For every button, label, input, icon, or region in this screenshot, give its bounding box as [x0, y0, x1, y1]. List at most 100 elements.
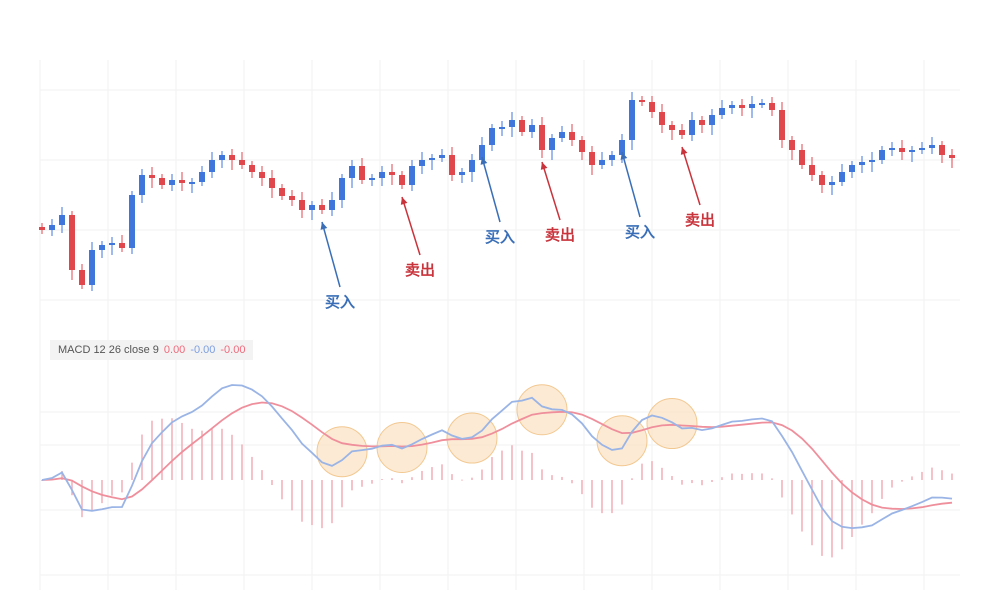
arrow-head-icon [680, 147, 688, 155]
candle-up [729, 105, 735, 108]
histogram-bar [661, 467, 663, 480]
candle-down [259, 172, 265, 178]
candle-up [759, 103, 765, 105]
histogram-bar [131, 462, 133, 480]
candle-down [639, 100, 645, 102]
arrow-head-icon [540, 162, 548, 170]
candle-up [499, 127, 505, 129]
histogram-bar [101, 480, 103, 504]
histogram-bar [591, 480, 593, 508]
histogram-bar [651, 461, 653, 480]
histogram-bar [751, 473, 753, 480]
candle-up [109, 243, 115, 245]
histogram-bar [471, 477, 473, 480]
histogram-bar [581, 480, 583, 495]
candle-down [279, 188, 285, 196]
candle-down [649, 102, 655, 112]
candle-down [69, 215, 75, 270]
histogram-bar [941, 470, 943, 480]
histogram-bar [821, 480, 823, 556]
histogram-bar [891, 480, 893, 488]
histogram-bar [541, 469, 543, 480]
histogram-bar [211, 428, 213, 480]
candle-up [629, 100, 635, 140]
histogram-bar [671, 476, 673, 480]
sell-signal-label: 卖出 [685, 211, 715, 229]
histogram-bar [731, 473, 733, 480]
candle-down [179, 180, 185, 183]
histogram-bar [781, 480, 783, 498]
candle-up [929, 145, 935, 148]
crossover-highlight-circle [646, 398, 698, 450]
histogram-bar [401, 480, 403, 484]
candle-up [889, 148, 895, 150]
histogram-bar [311, 480, 313, 526]
candle-up [849, 165, 855, 172]
histogram-bar [861, 480, 863, 525]
candle-down [239, 160, 245, 165]
sell-signal-label: 卖出 [545, 226, 575, 244]
histogram-bar [701, 480, 703, 486]
candle-up [369, 178, 375, 180]
crossover-highlight-circle [516, 384, 568, 436]
candle-up [599, 160, 605, 165]
histogram-bar [391, 478, 393, 480]
candle-up [409, 166, 415, 185]
candle-up [339, 178, 345, 200]
crossover-highlight-circle [376, 422, 428, 474]
histogram-bar [531, 452, 533, 480]
histogram-bar [871, 480, 873, 514]
annotation-arrow [481, 156, 501, 223]
histogram-bar [251, 456, 253, 480]
candle-up [99, 245, 105, 250]
histogram-bar [321, 480, 323, 529]
candle-down [289, 196, 295, 200]
candle-down [319, 205, 325, 210]
histogram-bar [441, 464, 443, 480]
candle-down [679, 130, 685, 135]
candle-down [299, 200, 305, 210]
histogram-bar [771, 478, 773, 480]
histogram-bar [61, 470, 63, 480]
candle-up [379, 172, 385, 178]
candle-up [919, 148, 925, 150]
histogram-bar [521, 450, 523, 480]
histogram-bar [801, 480, 803, 532]
histogram-bar [381, 479, 383, 481]
candle-down [249, 165, 255, 172]
candle-down [809, 165, 815, 175]
candle-up [129, 195, 135, 248]
histogram-bar [341, 480, 343, 508]
candle-down [789, 140, 795, 150]
histogram-bar [151, 420, 153, 480]
candle-down [539, 125, 545, 150]
candle-up [869, 160, 875, 162]
histogram-bar [451, 474, 453, 480]
histogram-bar [281, 480, 283, 500]
candle-down [449, 155, 455, 175]
histogram-bar [411, 477, 413, 480]
macd-legend-hist: 0.00 [163, 344, 186, 356]
candle-up [549, 138, 555, 150]
candle-up [479, 145, 485, 160]
candle-up [429, 158, 435, 160]
candle-down [799, 150, 805, 165]
candle-up [529, 125, 535, 132]
candle-up [469, 160, 475, 172]
candle-up [189, 182, 195, 184]
candle-up [709, 115, 715, 125]
histogram-bar [691, 480, 693, 484]
buy-signal-label: 买入 [325, 293, 355, 311]
histogram-bar [881, 480, 883, 499]
histogram-bar [641, 463, 643, 480]
candle-down [149, 175, 155, 178]
histogram-bar [201, 430, 203, 480]
candle-up [559, 132, 565, 138]
histogram-bar [41, 480, 43, 481]
candle-down [819, 175, 825, 185]
histogram-bar [851, 480, 853, 538]
candle-up [309, 205, 315, 210]
candle-down [669, 125, 675, 130]
macd-legend-macd: -0.00 [190, 344, 216, 356]
candle-up [49, 225, 55, 230]
